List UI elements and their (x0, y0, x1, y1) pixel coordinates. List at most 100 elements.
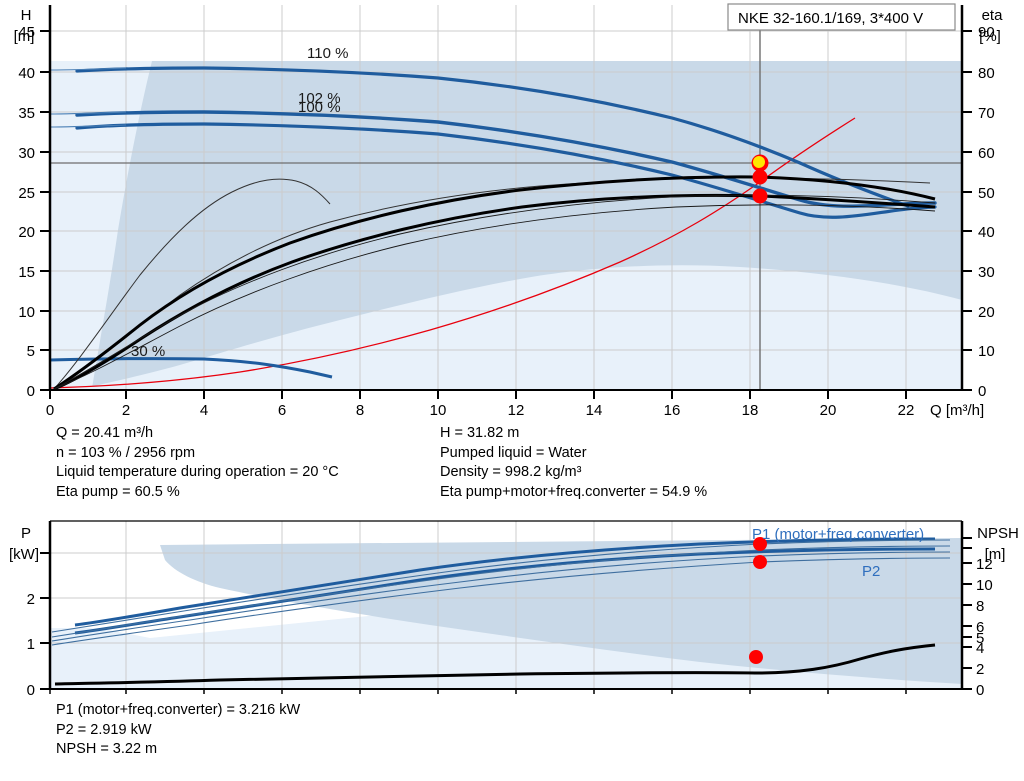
tick-h-30: 30 (18, 145, 35, 162)
head-curve-100-thin (49, 111, 127, 128)
main-y-right-tick-labels: 0 10 20 30 40 50 60 70 80 90 (978, 24, 995, 400)
tick-eta-90: 90 (978, 24, 995, 41)
duty-point-info-right: H = 31.82 m Pumped liquid = Water Densit… (440, 424, 707, 502)
head-curve-30 (49, 357, 333, 379)
power-y-left-tick-labels: 0 1 2 (27, 591, 35, 699)
main-bottom-ticks (49, 390, 907, 399)
power-y-right-title: NPSH (977, 525, 1019, 542)
info-npsh: NPSH = 3.22 m (56, 741, 158, 757)
curve-label-102: 102 % (298, 90, 341, 107)
main-x-title: Q [m³/h] (930, 402, 984, 419)
tick-eta-80: 80 (978, 65, 995, 82)
npsh-curve-power (54, 643, 936, 686)
main-left-ticks (40, 30, 50, 391)
power-grid-horizontal (50, 552, 962, 644)
duty-point-info-left: Q = 20.41 m³/h n = 103 % / 2956 rpm Liqu… (56, 424, 440, 502)
tick-h-40: 40 (18, 65, 35, 82)
p1-curve (74, 537, 936, 627)
tick-eta-40: 40 (978, 224, 995, 241)
tick-h-20: 20 (18, 224, 35, 241)
tick-eta-0: 0 (978, 383, 986, 400)
info-p2: P2 = 2.919 kW (56, 721, 152, 738)
duty-point-marker-head (753, 156, 765, 168)
head-curve-100 (75, 122, 937, 219)
power-chart-svg: P [kW] NPSH [m] 0 1 2 0 2 4 5 6 8 10 12 … (9, 520, 1019, 699)
tick-q-20: 20 (820, 402, 837, 419)
efficiency-curve-pump (53, 175, 936, 391)
tick-q-2: 2 (122, 402, 130, 419)
tick-q-0: 0 (46, 402, 54, 419)
power-y-left-unit: [kW] (9, 546, 39, 563)
info-eta-total: Eta pump+motor+freq.converter = 54.9 % (440, 483, 708, 500)
info-q: Q = 20.41 m³/h (56, 425, 154, 441)
tick-npsh-0: 0 (976, 682, 984, 699)
tick-q-14: 14 (586, 402, 603, 419)
main-y-left-title: H (21, 7, 32, 24)
tick-eta-10: 10 (978, 343, 995, 360)
curve-label-100: 100 % (298, 99, 341, 116)
main-y-right-title: eta (982, 7, 1004, 24)
efficiency-band-lines (53, 194, 936, 390)
power-y-right-tick-labels: 0 2 4 5 6 8 10 12 (976, 556, 993, 699)
power-family-lines (51, 539, 951, 646)
p2-series-label: P2 (862, 563, 880, 580)
main-chart-svg: H [m] eta [%] 0 5 10 15 20 25 30 35 40 4… (14, 3, 1004, 419)
tick-h-45: 45 (18, 24, 35, 41)
head-curve-110-thin (49, 67, 127, 71)
main-y-left-tick-labels: 0 5 10 15 20 25 30 35 40 45 (18, 24, 35, 400)
tick-q-12: 12 (508, 402, 525, 419)
tick-eta-70: 70 (978, 105, 995, 122)
info-h: H = 31.82 m (440, 425, 520, 441)
duty-point-marker-efficiency (752, 188, 768, 204)
info-temp: Liquid temperature during operation = 20… (56, 464, 339, 480)
duty-point-info: Q = 20.41 m³/h n = 103 % / 2956 rpm Liqu… (56, 424, 996, 502)
info-liquid: Pumped liquid = Water (440, 444, 587, 461)
info-eta-pump: Eta pump = 60.5 % (56, 483, 180, 500)
tick-q-18: 18 (742, 402, 759, 419)
tick-h-25: 25 (18, 185, 35, 202)
title-box-label: NKE 32-160.1/169, 3*400 V (738, 10, 923, 27)
main-chart: H [m] eta [%] 0 5 10 15 20 25 30 35 40 4… (14, 3, 1004, 419)
npsh-duty-marker (749, 650, 763, 664)
tick-h-0: 0 (27, 383, 35, 400)
tick-eta-30: 30 (978, 264, 995, 281)
curve-label-110: 110 % (307, 45, 348, 62)
power-y-left-title: P (21, 525, 31, 542)
tick-q-16: 16 (664, 402, 681, 419)
tick-eta-60: 60 (978, 145, 995, 162)
power-y-right-unit: [m] (985, 546, 1006, 563)
head-curve-110 (75, 66, 910, 208)
p2-duty-marker (753, 555, 767, 569)
tick-npsh-4: 4 (976, 640, 984, 657)
tick-npsh-10: 10 (976, 577, 993, 594)
tick-q-10: 10 (430, 402, 447, 419)
power-info: P1 (motor+freq.converter) = 3.216 kW P2 … (56, 701, 996, 760)
tick-npsh-5: 5 (976, 630, 984, 647)
tick-eta-50: 50 (978, 185, 995, 202)
duty-point-marker-head-second (752, 169, 768, 185)
main-x-tick-labels: 0 2 4 6 8 10 12 14 16 18 20 22 (46, 402, 915, 419)
tick-h-35: 35 (18, 105, 35, 122)
power-left-ticks (40, 552, 50, 690)
main-y-left-unit: [m] (14, 28, 35, 45)
power-bottom-ticks (49, 689, 907, 694)
tick-eta-20: 20 (978, 304, 995, 321)
tick-p-1: 1 (27, 636, 35, 653)
info-p1: P1 (motor+freq.converter) = 3.216 kW (56, 702, 301, 718)
head-curve-102 (75, 110, 937, 208)
tick-p-0: 0 (27, 682, 35, 699)
tick-p-2: 2 (27, 591, 35, 608)
main-envelope-fill (50, 61, 962, 390)
tick-q-22: 22 (898, 402, 915, 419)
tick-h-10: 10 (18, 304, 35, 321)
power-right-ticks (962, 537, 972, 690)
main-right-ticks (962, 30, 972, 391)
curve-label-30: 30 % (131, 343, 165, 360)
tick-npsh-2: 2 (976, 661, 984, 678)
tick-q-4: 4 (200, 402, 208, 419)
info-speed: n = 103 % / 2956 rpm (56, 444, 196, 461)
tick-q-6: 6 (278, 402, 286, 419)
tick-h-5: 5 (27, 343, 35, 360)
tick-h-15: 15 (18, 264, 35, 281)
main-grid-horizontal (50, 30, 962, 351)
